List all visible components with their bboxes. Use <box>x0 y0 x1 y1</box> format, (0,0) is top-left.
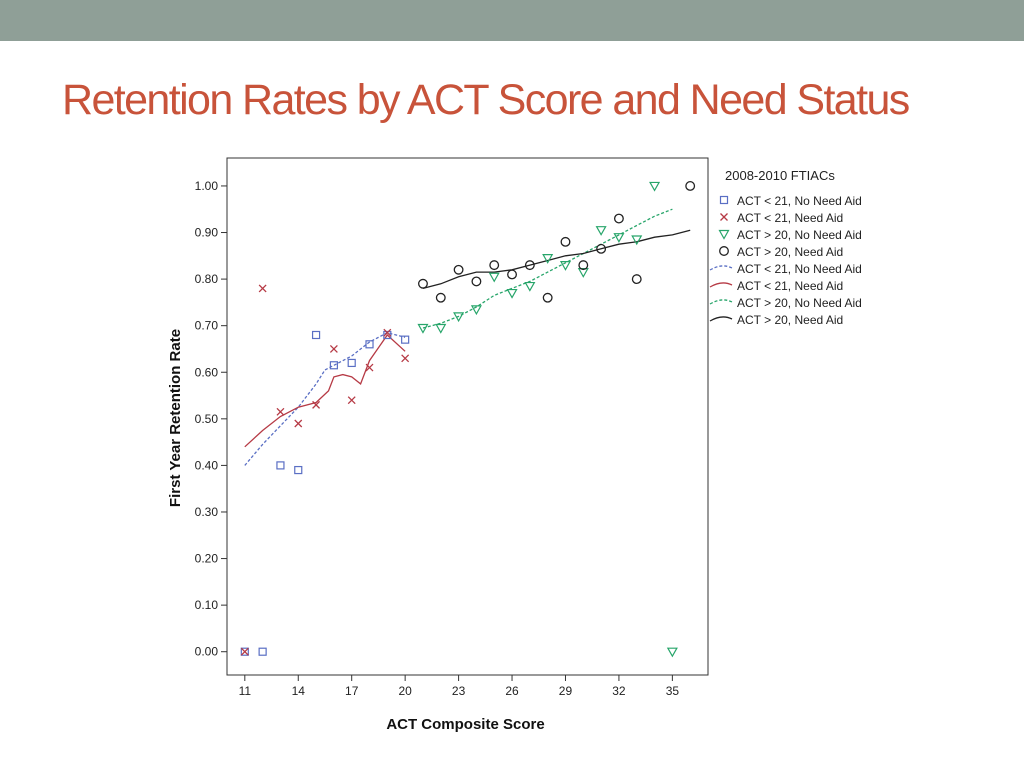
data-point-series-0 <box>294 465 303 475</box>
x-tick-label: 29 <box>559 684 573 698</box>
data-point-series-2 <box>649 181 661 192</box>
data-point-series-2 <box>488 272 500 283</box>
data-point-series-3 <box>489 260 500 271</box>
y-tick-label: 0.20 <box>195 552 219 566</box>
data-point-series-3 <box>596 243 607 254</box>
data-point-series-0 <box>240 647 249 656</box>
data-point-series-1 <box>383 328 392 337</box>
data-point-series-2 <box>613 233 625 243</box>
data-point-series-0 <box>276 461 285 470</box>
data-point-series-2 <box>542 254 554 264</box>
data-point-series-1 <box>329 345 338 353</box>
y-tick-label: 0.60 <box>195 365 219 379</box>
data-point-series-1 <box>294 419 303 428</box>
data-point-series-3 <box>613 213 624 224</box>
fit-line-series-2 <box>422 208 673 329</box>
x-tick-label: 26 <box>505 684 519 698</box>
y-tick-label: 0.00 <box>195 645 219 659</box>
legend-line-7 <box>709 316 733 322</box>
y-tick-label: 0.70 <box>195 319 219 333</box>
legend-label-0: ACT < 21, No Need Aid <box>737 194 862 208</box>
data-point-series-2 <box>417 323 429 334</box>
data-point-series-2 <box>506 288 518 299</box>
data-point-series-1 <box>258 284 267 293</box>
data-point-series-3 <box>560 236 571 247</box>
legend-marker-1 <box>720 213 728 221</box>
data-point-series-1 <box>312 400 321 409</box>
data-point-series-0 <box>329 361 338 370</box>
data-point-series-2 <box>470 305 482 316</box>
data-point-series-0 <box>258 647 267 656</box>
legend-label-2: ACT > 20, No Need Aid <box>737 228 862 242</box>
data-point-series-0 <box>311 330 321 340</box>
data-point-series-2 <box>666 647 678 658</box>
y-tick-label: 0.30 <box>195 505 219 519</box>
data-point-series-1 <box>365 363 374 372</box>
data-point-series-3 <box>471 276 482 287</box>
data-point-series-3 <box>507 269 517 280</box>
x-tick-label: 17 <box>345 684 359 698</box>
data-point-series-2 <box>453 312 465 323</box>
legend-label-3: ACT > 20, Need Aid <box>737 245 843 259</box>
data-point-series-1 <box>276 407 285 416</box>
data-point-series-0 <box>383 330 392 340</box>
x-tick-label: 14 <box>292 684 306 698</box>
data-point-series-0 <box>365 340 374 349</box>
legend-label-1: ACT < 21, Need Aid <box>737 211 843 225</box>
data-point-series-2 <box>435 323 447 334</box>
x-tick-label: 32 <box>612 684 626 698</box>
data-point-series-3 <box>631 274 642 285</box>
data-point-series-1 <box>347 396 356 405</box>
legend-label-4: ACT < 21, No Need Aid <box>737 262 862 276</box>
data-point-series-1 <box>401 354 410 363</box>
x-axis-label: ACT Composite Score <box>386 716 544 733</box>
legend-line-5 <box>709 282 733 288</box>
data-point-series-0 <box>401 335 410 344</box>
data-point-series-2 <box>559 261 572 271</box>
legend-title: 2008-2010 FTIACs <box>725 168 835 183</box>
legend-marker-0 <box>719 195 729 205</box>
data-point-series-3 <box>578 260 589 271</box>
data-point-series-3 <box>453 264 464 275</box>
data-point-series-3 <box>685 180 696 191</box>
y-tick-label: 1.00 <box>195 179 219 193</box>
slide-title: Retention Rates by ACT Score and Need St… <box>62 76 910 124</box>
legend-label-7: ACT > 20, Need Aid <box>737 313 843 327</box>
x-tick-label: 11 <box>239 684 252 698</box>
plot-frame <box>226 157 709 676</box>
legend-line-4 <box>709 265 733 271</box>
legend-line-6 <box>709 299 733 305</box>
data-point-series-2 <box>524 281 536 292</box>
y-tick-label: 0.90 <box>195 226 219 240</box>
data-point-series-2 <box>595 226 607 236</box>
data-point-series-2 <box>577 268 589 278</box>
legend-marker-3 <box>719 246 729 256</box>
data-point-series-3 <box>524 260 535 271</box>
y-tick-label: 0.10 <box>195 598 219 612</box>
legend-label-6: ACT > 20, No Need Aid <box>737 296 862 310</box>
y-axis-label: First Year Retention Rate <box>167 329 184 507</box>
top-banner <box>0 0 1024 41</box>
legend-marker-2 <box>718 229 730 240</box>
fit-line-series-3 <box>422 229 691 290</box>
data-point-series-1 <box>240 647 249 656</box>
data-point-series-0 <box>347 358 356 368</box>
y-tick-label: 0.80 <box>195 272 219 286</box>
legend-label-5: ACT < 21, Need Aid <box>737 279 843 293</box>
y-tick-label: 0.50 <box>195 412 219 426</box>
x-tick-label: 20 <box>398 684 412 698</box>
fit-line-series-1 <box>244 334 406 448</box>
data-point-series-3 <box>542 292 553 303</box>
x-tick-label: 35 <box>666 684 680 698</box>
data-point-series-3 <box>418 278 428 289</box>
data-point-series-3 <box>435 292 446 303</box>
y-tick-label: 0.40 <box>195 458 219 472</box>
data-point-series-2 <box>631 235 643 246</box>
x-tick-label: 23 <box>452 684 466 698</box>
